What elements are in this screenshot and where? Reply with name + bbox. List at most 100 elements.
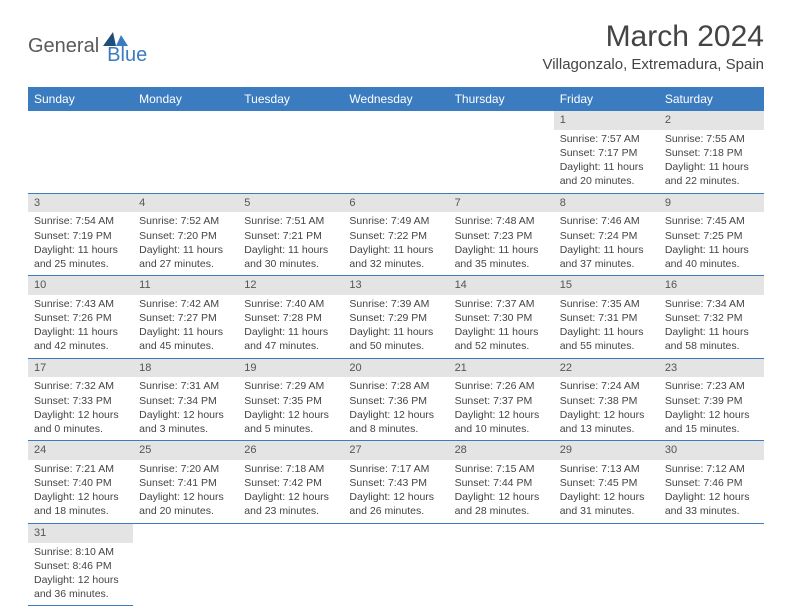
day-content: Sunrise: 7:32 AMSunset: 7:33 PMDaylight:…: [28, 377, 133, 440]
calendar-cell: [133, 523, 238, 606]
day-content: Sunrise: 7:54 AMSunset: 7:19 PMDaylight:…: [28, 212, 133, 275]
sunset-text: Sunset: 7:40 PM: [34, 476, 127, 490]
sunset-text: Sunset: 7:31 PM: [560, 311, 653, 325]
sunset-text: Sunset: 7:25 PM: [665, 229, 758, 243]
daylight-text: Daylight: 12 hours and 26 minutes.: [349, 490, 442, 518]
day-content: Sunrise: 7:24 AMSunset: 7:38 PMDaylight:…: [554, 377, 659, 440]
calendar-cell: [449, 111, 554, 193]
daylight-text: Daylight: 11 hours and 45 minutes.: [139, 325, 232, 353]
calendar-cell: 1Sunrise: 7:57 AMSunset: 7:17 PMDaylight…: [554, 111, 659, 193]
sunset-text: Sunset: 7:32 PM: [665, 311, 758, 325]
calendar-cell: 13Sunrise: 7:39 AMSunset: 7:29 PMDayligh…: [343, 276, 448, 359]
daylight-text: Daylight: 12 hours and 13 minutes.: [560, 408, 653, 436]
day-content: Sunrise: 7:28 AMSunset: 7:36 PMDaylight:…: [343, 377, 448, 440]
weekday-header: Monday: [133, 87, 238, 111]
day-number: 8: [554, 194, 659, 213]
sunset-text: Sunset: 7:21 PM: [244, 229, 337, 243]
sunrise-text: Sunrise: 7:12 AM: [665, 462, 758, 476]
sunrise-text: Sunrise: 7:37 AM: [455, 297, 548, 311]
calendar-row: 10Sunrise: 7:43 AMSunset: 7:26 PMDayligh…: [28, 276, 764, 359]
sunset-text: Sunset: 7:45 PM: [560, 476, 653, 490]
day-content: Sunrise: 7:49 AMSunset: 7:22 PMDaylight:…: [343, 212, 448, 275]
sunset-text: Sunset: 7:35 PM: [244, 394, 337, 408]
sunset-text: Sunset: 7:18 PM: [665, 146, 758, 160]
calendar-cell: 26Sunrise: 7:18 AMSunset: 7:42 PMDayligh…: [238, 441, 343, 524]
sunset-text: Sunset: 7:33 PM: [34, 394, 127, 408]
weekday-header: Saturday: [659, 87, 764, 111]
sunset-text: Sunset: 7:17 PM: [560, 146, 653, 160]
calendar-cell: 6Sunrise: 7:49 AMSunset: 7:22 PMDaylight…: [343, 193, 448, 276]
sunrise-text: Sunrise: 7:31 AM: [139, 379, 232, 393]
calendar-row: 31Sunrise: 8:10 AMSunset: 8:46 PMDayligh…: [28, 523, 764, 606]
day-content: Sunrise: 7:29 AMSunset: 7:35 PMDaylight:…: [238, 377, 343, 440]
daylight-text: Daylight: 11 hours and 47 minutes.: [244, 325, 337, 353]
calendar-row: 1Sunrise: 7:57 AMSunset: 7:17 PMDaylight…: [28, 111, 764, 193]
day-content: Sunrise: 7:26 AMSunset: 7:37 PMDaylight:…: [449, 377, 554, 440]
sunrise-text: Sunrise: 7:32 AM: [34, 379, 127, 393]
calendar-cell: 21Sunrise: 7:26 AMSunset: 7:37 PMDayligh…: [449, 358, 554, 441]
day-number: 14: [449, 276, 554, 295]
day-number: 24: [28, 441, 133, 460]
daylight-text: Daylight: 11 hours and 42 minutes.: [34, 325, 127, 353]
day-number: 21: [449, 359, 554, 378]
sunrise-text: Sunrise: 7:35 AM: [560, 297, 653, 311]
header: General Blue March 2024 Villagonzalo, Ex…: [28, 20, 764, 73]
sunset-text: Sunset: 7:36 PM: [349, 394, 442, 408]
day-number: 22: [554, 359, 659, 378]
calendar-cell: 18Sunrise: 7:31 AMSunset: 7:34 PMDayligh…: [133, 358, 238, 441]
day-number: 19: [238, 359, 343, 378]
day-content: Sunrise: 7:48 AMSunset: 7:23 PMDaylight:…: [449, 212, 554, 275]
day-content: Sunrise: 7:18 AMSunset: 7:42 PMDaylight:…: [238, 460, 343, 523]
sunset-text: Sunset: 7:30 PM: [455, 311, 548, 325]
daylight-text: Daylight: 11 hours and 40 minutes.: [665, 243, 758, 271]
day-number: 17: [28, 359, 133, 378]
calendar-row: 17Sunrise: 7:32 AMSunset: 7:33 PMDayligh…: [28, 358, 764, 441]
calendar-cell: [449, 523, 554, 606]
day-number: 4: [133, 194, 238, 213]
day-content: Sunrise: 7:15 AMSunset: 7:44 PMDaylight:…: [449, 460, 554, 523]
day-number: 16: [659, 276, 764, 295]
sunrise-text: Sunrise: 7:55 AM: [665, 132, 758, 146]
daylight-text: Daylight: 11 hours and 58 minutes.: [665, 325, 758, 353]
daylight-text: Daylight: 12 hours and 36 minutes.: [34, 573, 127, 601]
day-number: 9: [659, 194, 764, 213]
sunset-text: Sunset: 7:23 PM: [455, 229, 548, 243]
location: Villagonzalo, Extremadura, Spain: [542, 56, 764, 73]
daylight-text: Daylight: 12 hours and 3 minutes.: [139, 408, 232, 436]
weekday-header: Tuesday: [238, 87, 343, 111]
calendar-cell: 19Sunrise: 7:29 AMSunset: 7:35 PMDayligh…: [238, 358, 343, 441]
sunrise-text: Sunrise: 7:29 AM: [244, 379, 337, 393]
sunset-text: Sunset: 7:24 PM: [560, 229, 653, 243]
day-number: 13: [343, 276, 448, 295]
sunset-text: Sunset: 7:37 PM: [455, 394, 548, 408]
month-title: March 2024: [542, 20, 764, 54]
day-content: Sunrise: 7:55 AMSunset: 7:18 PMDaylight:…: [659, 130, 764, 193]
day-number: 27: [343, 441, 448, 460]
sunrise-text: Sunrise: 7:34 AM: [665, 297, 758, 311]
daylight-text: Daylight: 12 hours and 33 minutes.: [665, 490, 758, 518]
calendar-cell: [659, 523, 764, 606]
day-number: 7: [449, 194, 554, 213]
day-content: Sunrise: 7:17 AMSunset: 7:43 PMDaylight:…: [343, 460, 448, 523]
daylight-text: Daylight: 12 hours and 31 minutes.: [560, 490, 653, 518]
sunset-text: Sunset: 7:38 PM: [560, 394, 653, 408]
logo-text-general: General: [28, 35, 99, 58]
sunset-text: Sunset: 7:20 PM: [139, 229, 232, 243]
sunset-text: Sunset: 7:27 PM: [139, 311, 232, 325]
logo-text-blue: Blue: [107, 44, 147, 67]
calendar-cell: [133, 111, 238, 193]
daylight-text: Daylight: 11 hours and 55 minutes.: [560, 325, 653, 353]
daylight-text: Daylight: 11 hours and 20 minutes.: [560, 160, 653, 188]
day-number: 29: [554, 441, 659, 460]
weekday-header: Thursday: [449, 87, 554, 111]
day-content: Sunrise: 7:39 AMSunset: 7:29 PMDaylight:…: [343, 295, 448, 358]
daylight-text: Daylight: 11 hours and 30 minutes.: [244, 243, 337, 271]
sunrise-text: Sunrise: 7:49 AM: [349, 214, 442, 228]
calendar-cell: 28Sunrise: 7:15 AMSunset: 7:44 PMDayligh…: [449, 441, 554, 524]
sunset-text: Sunset: 7:19 PM: [34, 229, 127, 243]
day-content: Sunrise: 7:42 AMSunset: 7:27 PMDaylight:…: [133, 295, 238, 358]
calendar-cell: [238, 111, 343, 193]
sunrise-text: Sunrise: 8:10 AM: [34, 545, 127, 559]
daylight-text: Daylight: 11 hours and 35 minutes.: [455, 243, 548, 271]
title-block: March 2024 Villagonzalo, Extremadura, Sp…: [542, 20, 764, 73]
